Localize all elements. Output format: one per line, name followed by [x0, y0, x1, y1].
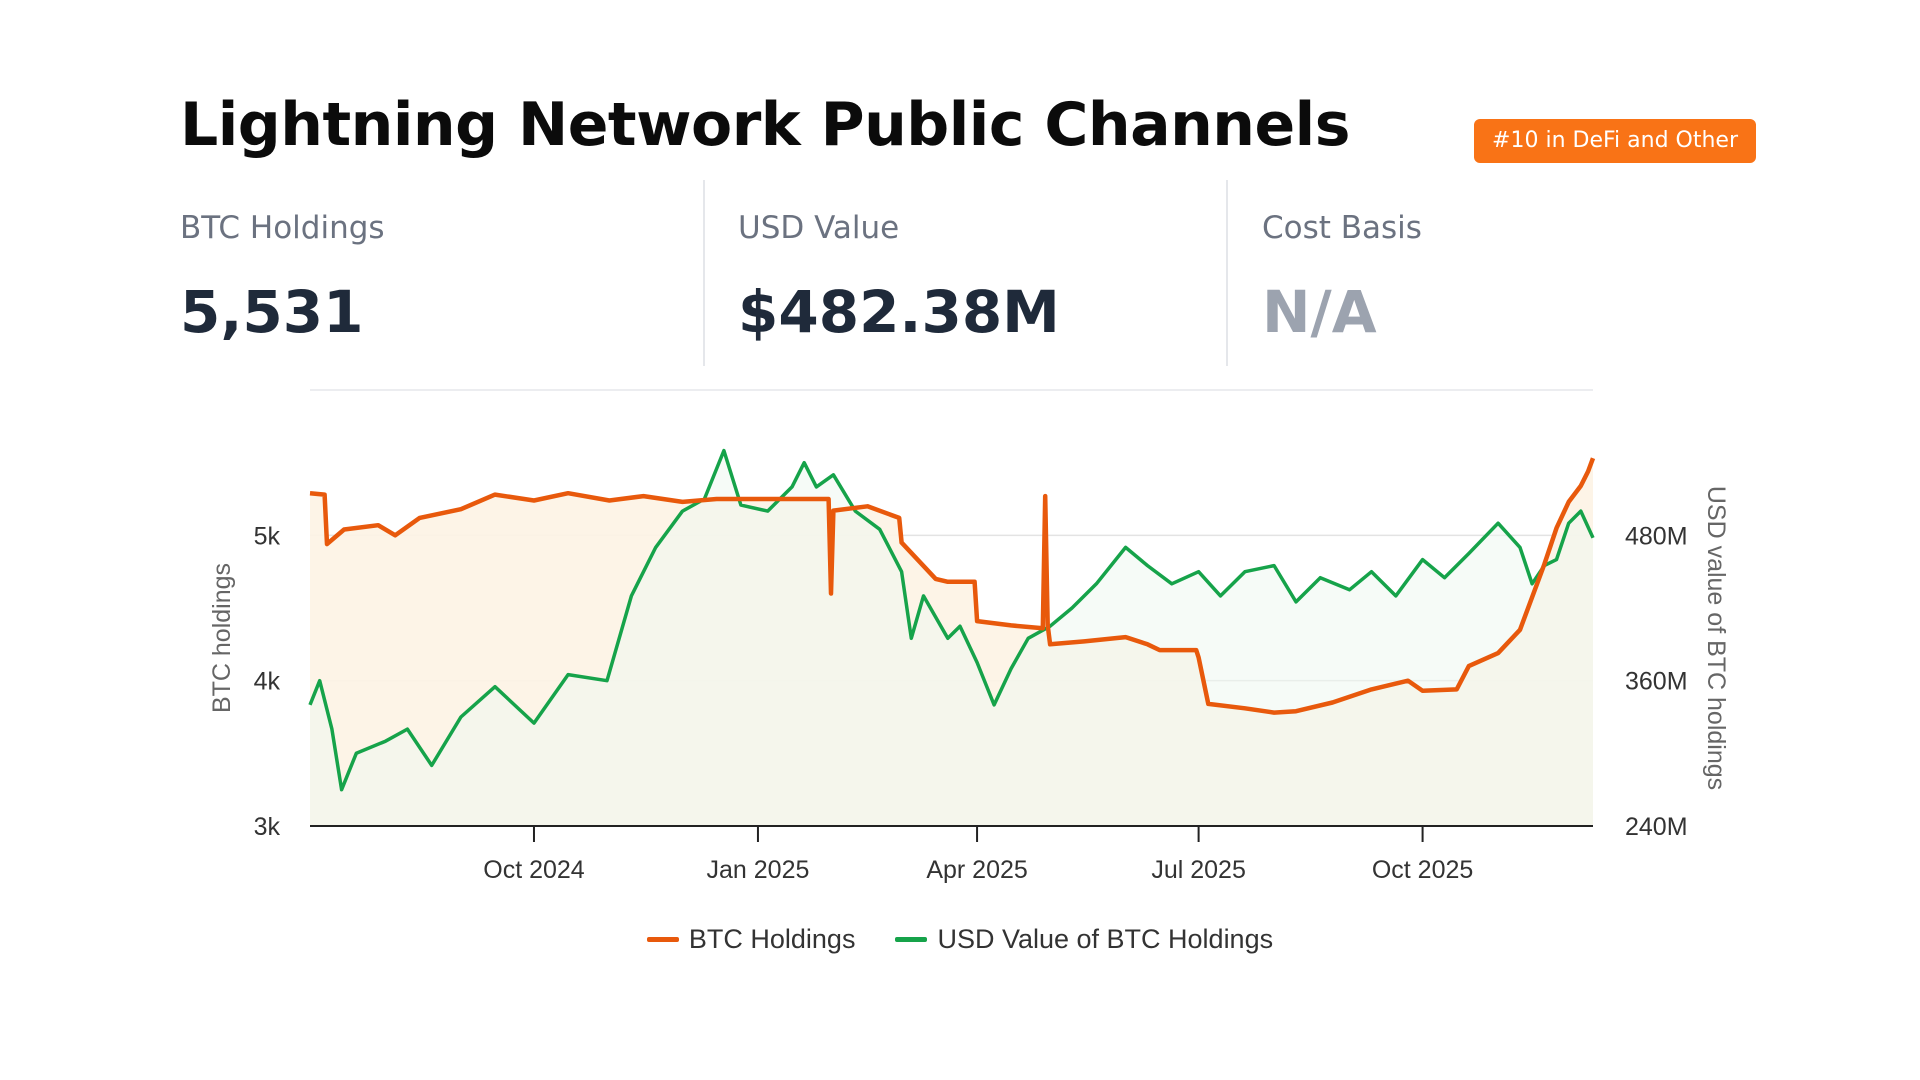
y-left-tick-label: 5k: [254, 522, 281, 550]
legend-label: BTC Holdings: [688, 924, 856, 954]
stat-cost-basis: Cost Basis N/A: [1262, 180, 1422, 366]
stat-label: Cost Basis: [1262, 210, 1422, 246]
x-tick-label: Jul 2025: [1151, 856, 1246, 884]
y-right-tick-label: 480M: [1625, 522, 1688, 550]
stat-value: $482.38M: [738, 278, 1060, 346]
legend-item-btc[interactable]: BTC Holdings: [646, 924, 856, 955]
stat-btc-holdings: BTC Holdings 5,531: [180, 180, 385, 366]
stat-value: 5,531: [180, 278, 364, 346]
rank-badge[interactable]: #10 in DeFi and Other: [1474, 119, 1756, 163]
legend-label: USD Value of BTC Holdings: [937, 924, 1274, 954]
x-tick-label: Jan 2025: [707, 856, 810, 884]
x-tick-label: Oct 2024: [483, 856, 585, 884]
y-right-tick-label: 240M: [1625, 813, 1688, 841]
x-tick-label: Apr 2025: [926, 856, 1027, 884]
y-left-tick-label: 3k: [254, 813, 281, 841]
y-right-axis-title: USD value of BTC holdings: [1702, 486, 1730, 790]
btc-holdings-line[interactable]: [309, 457, 1596, 715]
stat-divider: [703, 180, 705, 366]
legend-swatch-btc: [646, 937, 679, 942]
page-title: Lightning Network Public Channels: [180, 90, 1350, 160]
legend-item-usd[interactable]: USD Value of BTC Holdings: [895, 924, 1273, 955]
stat-label: USD Value: [738, 210, 900, 246]
y-right-tick-label: 360M: [1625, 668, 1688, 696]
stat-value: N/A: [1262, 278, 1377, 346]
stat-label: BTC Holdings: [180, 210, 385, 246]
usd-value-line[interactable]: [308, 448, 1595, 792]
legend-swatch-usd: [895, 937, 928, 942]
y-left-axis-title: BTC holdings: [208, 563, 236, 713]
chart-legend: BTC Holdings USD Value of BTC Holdings: [0, 924, 1920, 955]
y-left-tick-label: 4k: [254, 668, 281, 696]
usd-value-area: [310, 450, 1593, 826]
stat-divider: [1226, 180, 1228, 366]
stat-usd-value: USD Value $482.38M: [738, 180, 1060, 366]
x-tick-label: Oct 2025: [1372, 856, 1473, 884]
